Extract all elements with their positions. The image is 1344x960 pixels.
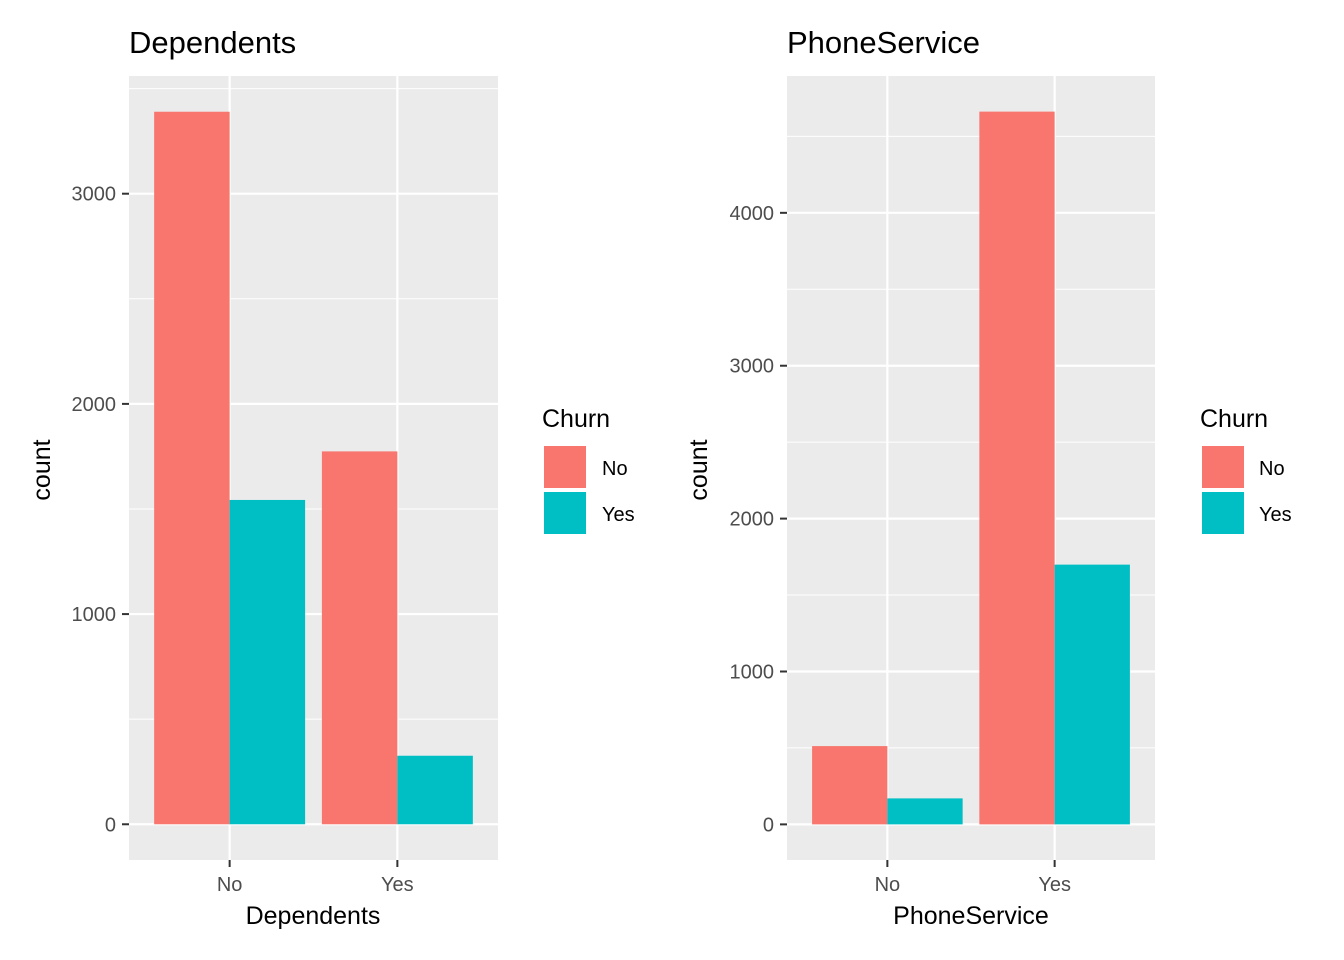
x-tick-label: Yes: [381, 874, 414, 896]
bar-no-yes: [229, 499, 306, 825]
bar-no-no: [812, 746, 888, 825]
chart-2-legend-title: Churn: [1200, 405, 1268, 433]
chart-2-legend-key-yes: [1200, 490, 1246, 536]
chart-2-x-axis-title: PhoneService: [893, 902, 1049, 930]
bar-yes-no: [321, 451, 398, 825]
chart-2-legend-key-no: [1200, 444, 1246, 490]
x-tick-label: Yes: [1038, 874, 1071, 896]
chart-1-legend-label-no: No: [602, 458, 628, 480]
chart-2-x-axis: No Yes: [875, 860, 1071, 896]
chart-2-title: PhoneService: [787, 25, 980, 60]
y-tick-label: 0: [105, 814, 116, 836]
chart-2-y-axis-title: count: [685, 439, 713, 500]
chart-1-x-axis: No Yes: [217, 860, 414, 896]
chart-2-legend-label-yes: Yes: [1259, 504, 1292, 526]
chart-1-legend-label-yes: Yes: [602, 504, 635, 526]
x-tick-label: No: [875, 874, 901, 896]
y-tick-label: 0: [763, 814, 774, 836]
bar-no-no: [154, 111, 230, 825]
chart-1-x-axis-title: Dependents: [246, 902, 381, 930]
chart-2-legend: Churn No Yes: [1200, 405, 1292, 536]
chart-2-y-axis: 0 1000 2000 3000 4000: [730, 203, 787, 836]
chart-1-legend-key-yes: [542, 490, 588, 536]
y-tick-label: 2000: [730, 509, 775, 531]
y-tick-label: 3000: [72, 184, 117, 206]
chart-1-legend-key-no: [542, 444, 588, 490]
chart-1-title: Dependents: [129, 25, 296, 60]
y-tick-label: 1000: [730, 661, 775, 683]
y-tick-label: 2000: [72, 394, 117, 416]
chart-1-legend-title: Churn: [542, 405, 610, 433]
x-tick-label: No: [217, 874, 243, 896]
bar-no-yes: [887, 798, 963, 825]
chart-dependents: Dependents 0 1000 2000 3000 No Yes count Dep…: [28, 25, 635, 930]
chart-phoneservice: PhoneService 0 1000 2000 3000 4000 No Yes cou…: [685, 25, 1292, 930]
chart-2-bars: [812, 111, 1130, 825]
y-tick-label: 1000: [72, 604, 117, 626]
chart-1-y-axis: 0 1000 2000 3000: [72, 184, 129, 836]
chart-1-bars: [154, 111, 473, 825]
y-tick-label: 4000: [730, 203, 775, 225]
bar-yes-no: [979, 111, 1055, 825]
bar-yes-yes: [1054, 564, 1130, 825]
chart-2-legend-label-no: No: [1259, 458, 1285, 480]
y-tick-label: 3000: [730, 356, 775, 378]
chart-1-legend: Churn No Yes: [542, 405, 635, 536]
chart-1-y-axis-title: count: [28, 439, 56, 500]
bar-yes-yes: [397, 755, 473, 825]
